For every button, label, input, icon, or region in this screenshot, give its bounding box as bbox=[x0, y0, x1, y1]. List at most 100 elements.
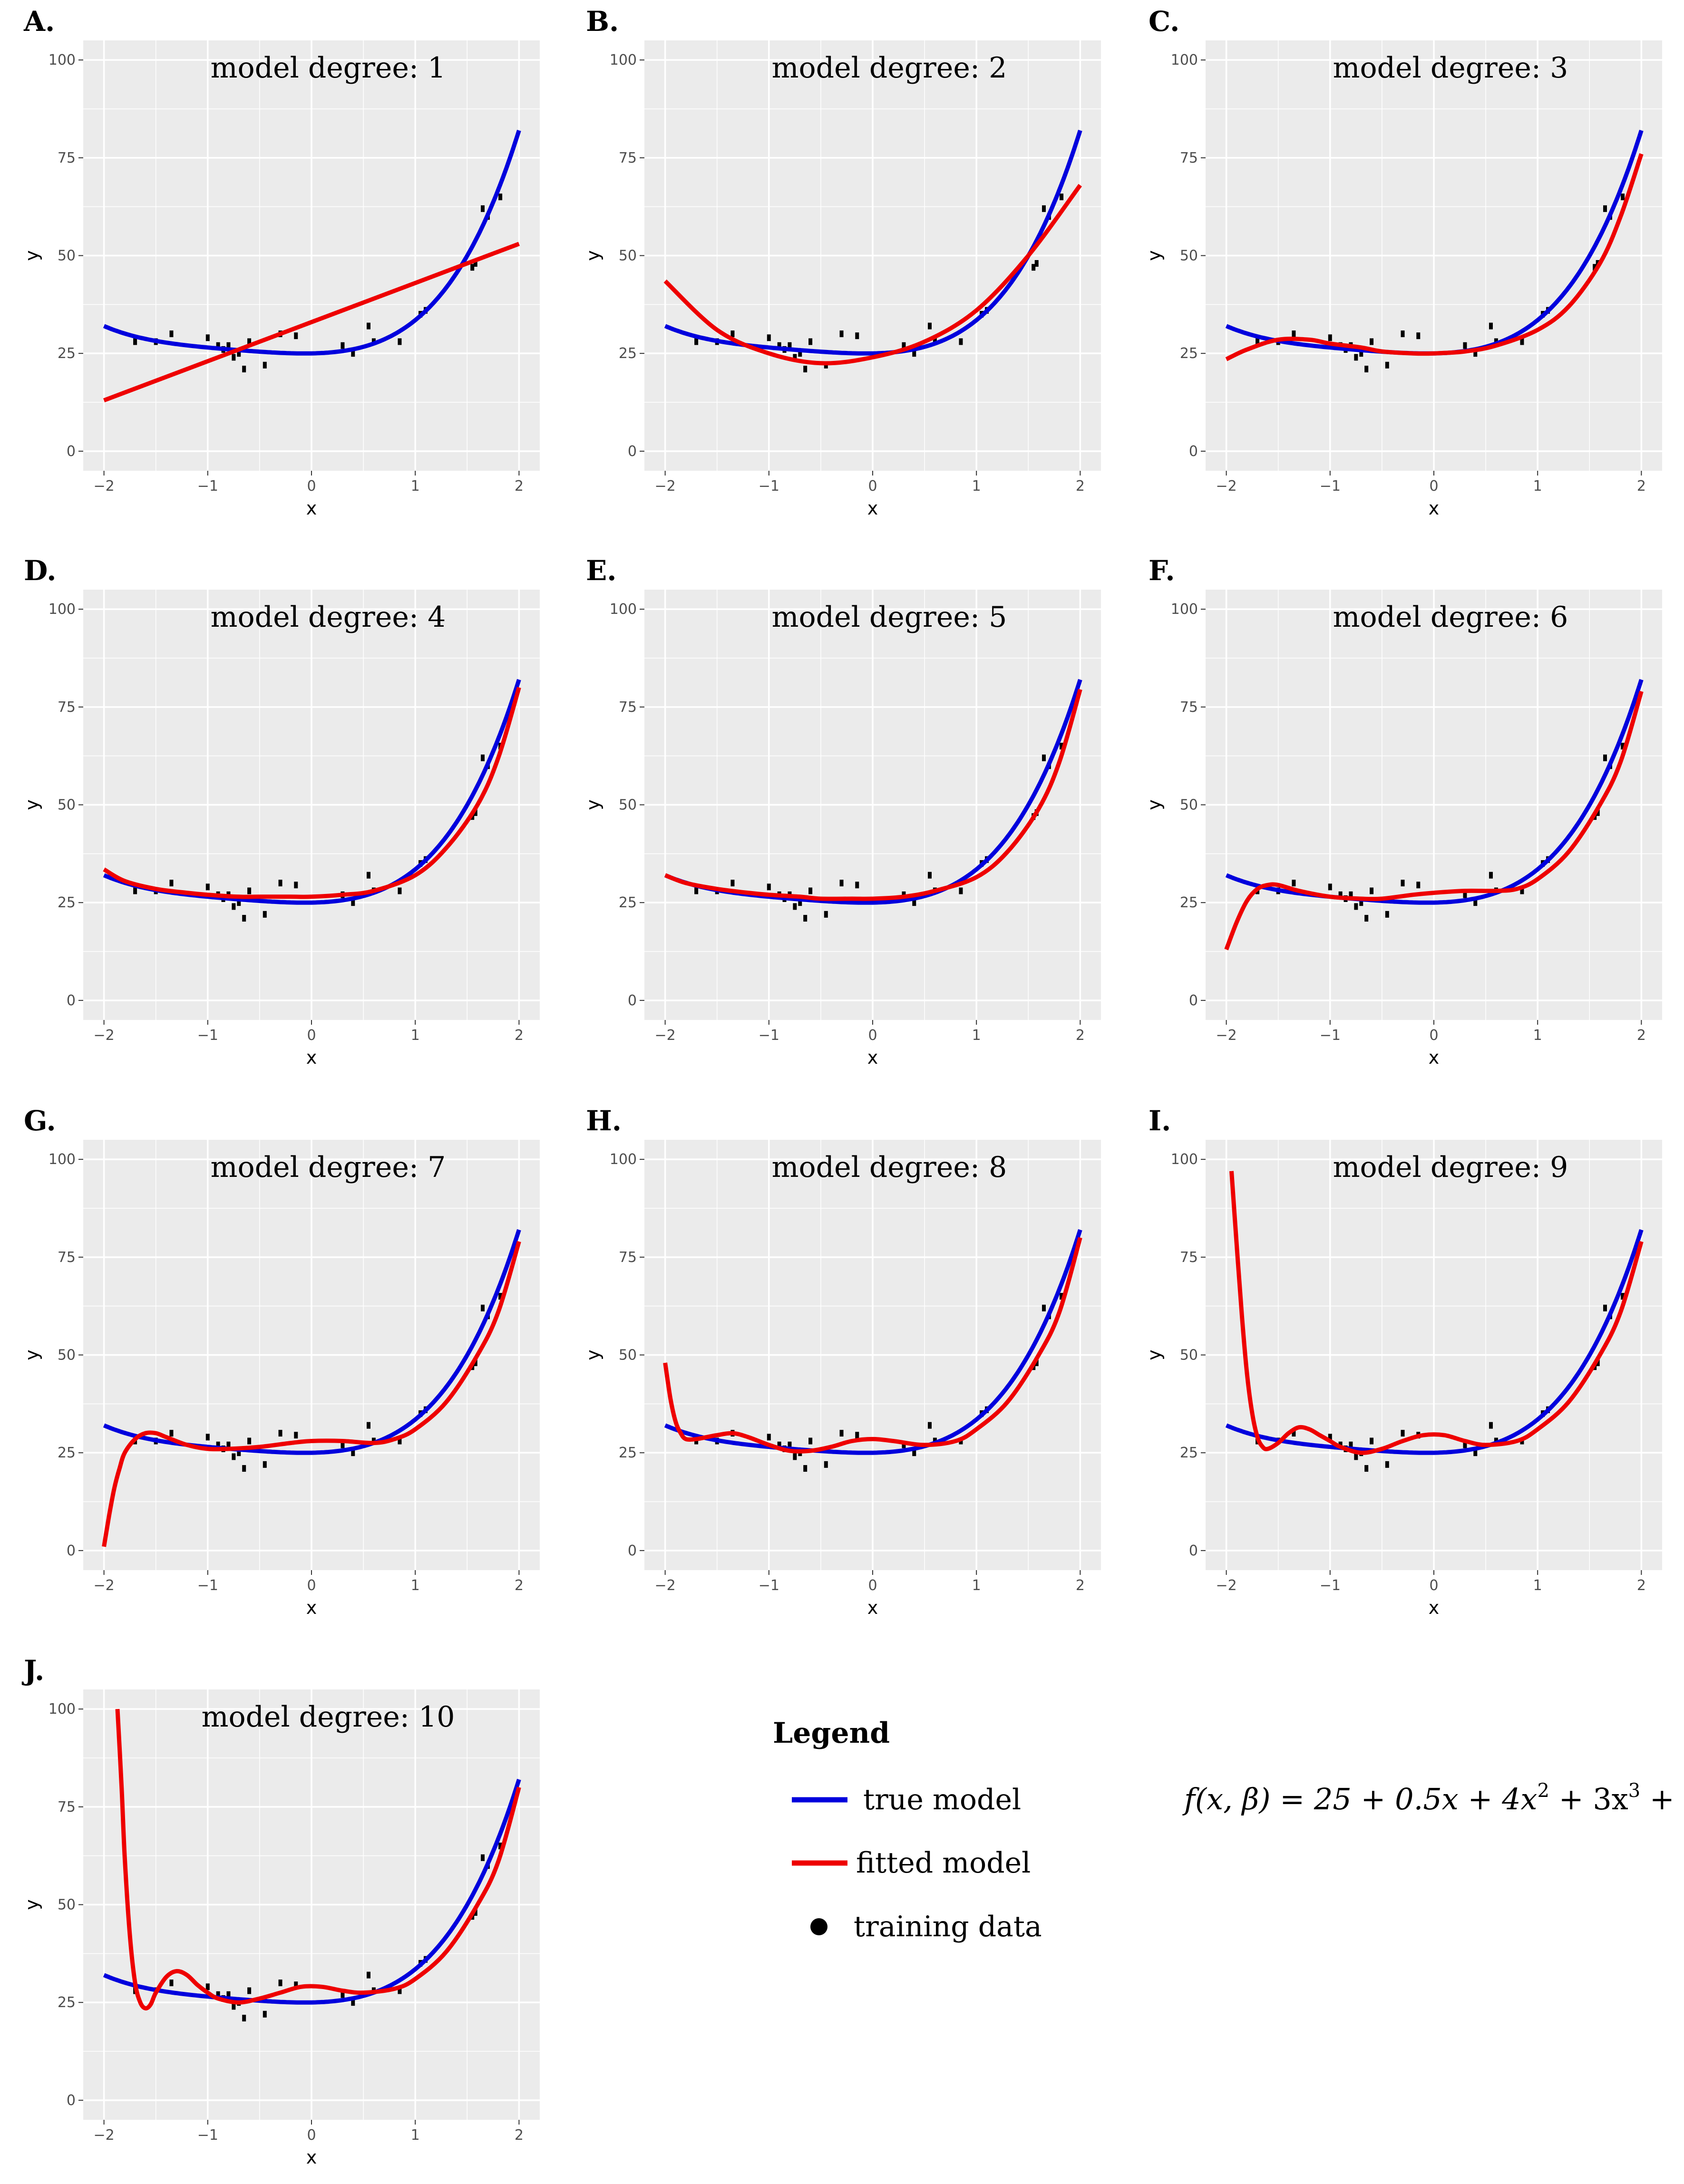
x-tick-label: 2 bbox=[515, 478, 524, 495]
training-point bbox=[1489, 1422, 1493, 1429]
x-tick-label: 1 bbox=[1533, 1577, 1542, 1594]
panel-letter: E. bbox=[586, 554, 616, 587]
fitted-model-line bbox=[103, 242, 520, 403]
y-tick-label: 50 bbox=[58, 248, 76, 264]
x-tick-label: −2 bbox=[655, 478, 676, 495]
x-tick-label: 0 bbox=[868, 1577, 877, 1594]
training-point bbox=[294, 1981, 298, 1989]
x-tick-label: −2 bbox=[94, 2127, 115, 2144]
y-tick-label: 25 bbox=[1180, 894, 1198, 911]
training-point bbox=[398, 887, 402, 894]
fitted-model-line bbox=[102, 1241, 521, 1547]
y-axis-title: y bbox=[1144, 250, 1165, 261]
panel-c: C. −2 −1 0 1 2 0 25 50 75 100 x y model degree: 3 bbox=[1144, 5, 1662, 519]
training-point bbox=[1416, 332, 1421, 340]
y-tick-label: 100 bbox=[49, 601, 76, 618]
training-point bbox=[1349, 891, 1353, 898]
training-point bbox=[1621, 743, 1625, 750]
training-point bbox=[912, 1449, 916, 1456]
y-tick-label: 100 bbox=[1171, 52, 1198, 68]
training-point bbox=[808, 338, 813, 345]
y-tick-label: 100 bbox=[610, 1151, 637, 1168]
y-axis-title: y bbox=[583, 250, 604, 261]
training-point bbox=[855, 1432, 859, 1439]
panel-title: model degree: 6 bbox=[1333, 601, 1568, 634]
y-tick-label: 25 bbox=[619, 1445, 637, 1461]
training-point bbox=[1359, 350, 1363, 357]
training-point bbox=[1292, 880, 1296, 887]
y-tick-label: 75 bbox=[58, 1249, 76, 1266]
training-point bbox=[855, 882, 859, 889]
x-tick-label: 0 bbox=[307, 2127, 316, 2144]
y-tick-label: 75 bbox=[1180, 1249, 1198, 1266]
training-point bbox=[1603, 1304, 1607, 1311]
y-tick-label: 0 bbox=[628, 443, 637, 460]
training-point bbox=[278, 880, 282, 887]
training-point bbox=[205, 1983, 210, 1990]
x-tick-label: 1 bbox=[411, 2127, 420, 2144]
x-tick-label: 0 bbox=[1429, 478, 1438, 495]
true-model-line bbox=[103, 129, 521, 356]
training-point bbox=[473, 1359, 477, 1366]
training-point bbox=[1621, 194, 1625, 201]
x-tick-label: 2 bbox=[1637, 478, 1646, 495]
training-point bbox=[351, 899, 355, 906]
training-point bbox=[232, 903, 236, 910]
training-point bbox=[226, 342, 231, 349]
training-point bbox=[1354, 354, 1358, 361]
panel-title: model degree: 3 bbox=[1333, 51, 1568, 85]
training-point bbox=[1463, 891, 1467, 898]
training-point bbox=[824, 1461, 828, 1468]
y-tick-label: 0 bbox=[67, 1543, 76, 1559]
training-point bbox=[855, 332, 859, 340]
y-tick-label: 25 bbox=[1180, 1445, 1198, 1461]
panel-letter: J. bbox=[21, 1654, 44, 1687]
training-point bbox=[473, 260, 477, 267]
y-tick-label: 50 bbox=[619, 248, 637, 264]
training-point bbox=[839, 330, 844, 338]
y-axis-title: y bbox=[583, 799, 604, 810]
panel-letter: B. bbox=[586, 5, 619, 38]
training-point bbox=[1473, 350, 1478, 357]
training-point bbox=[808, 1437, 813, 1445]
training-point bbox=[294, 1432, 298, 1439]
training-point bbox=[263, 2010, 267, 2018]
training-point bbox=[1359, 899, 1363, 906]
y-tick-label: 50 bbox=[1180, 248, 1198, 264]
y-tick-label: 25 bbox=[58, 1994, 76, 2011]
training-point bbox=[902, 1441, 906, 1448]
training-point bbox=[839, 880, 844, 887]
training-point bbox=[351, 1449, 355, 1456]
panel-j: J. −2 −1 0 1 2 0 25 50 75 100 x y model degree: 10 bbox=[21, 1654, 540, 2168]
training-point bbox=[1042, 1304, 1046, 1311]
x-tick-label: −2 bbox=[655, 1027, 676, 1044]
training-point bbox=[694, 338, 699, 345]
training-point bbox=[232, 2003, 236, 2010]
training-point bbox=[498, 194, 503, 201]
y-axis-title: y bbox=[583, 1349, 604, 1360]
x-tick-label: 0 bbox=[1429, 1027, 1438, 1044]
y-tick-label: 75 bbox=[1180, 699, 1198, 716]
training-point bbox=[1349, 1441, 1353, 1448]
training-point bbox=[1520, 887, 1524, 894]
fitted-model-line bbox=[663, 1237, 1082, 1454]
panel-title: model degree: 1 bbox=[211, 51, 446, 85]
training-point bbox=[767, 1434, 771, 1441]
training-point bbox=[237, 350, 241, 357]
training-point bbox=[798, 899, 802, 906]
panel-letter: I. bbox=[1149, 1105, 1171, 1137]
training-point bbox=[263, 361, 267, 369]
training-point bbox=[367, 322, 370, 330]
training-point bbox=[788, 342, 792, 349]
legend-fitted-label: fitted model bbox=[856, 1846, 1031, 1880]
y-tick-label: 75 bbox=[1180, 150, 1198, 166]
panel-letter: H. bbox=[586, 1105, 622, 1137]
training-point bbox=[1370, 887, 1374, 894]
x-axis-title: x bbox=[306, 1597, 317, 1618]
training-point bbox=[169, 880, 174, 887]
x-tick-label: 1 bbox=[411, 1577, 420, 1594]
x-tick-label: −1 bbox=[197, 2127, 218, 2144]
fitted-model-line bbox=[1224, 690, 1644, 951]
training-point bbox=[237, 899, 241, 906]
fitted-model-line bbox=[115, 1708, 521, 2011]
